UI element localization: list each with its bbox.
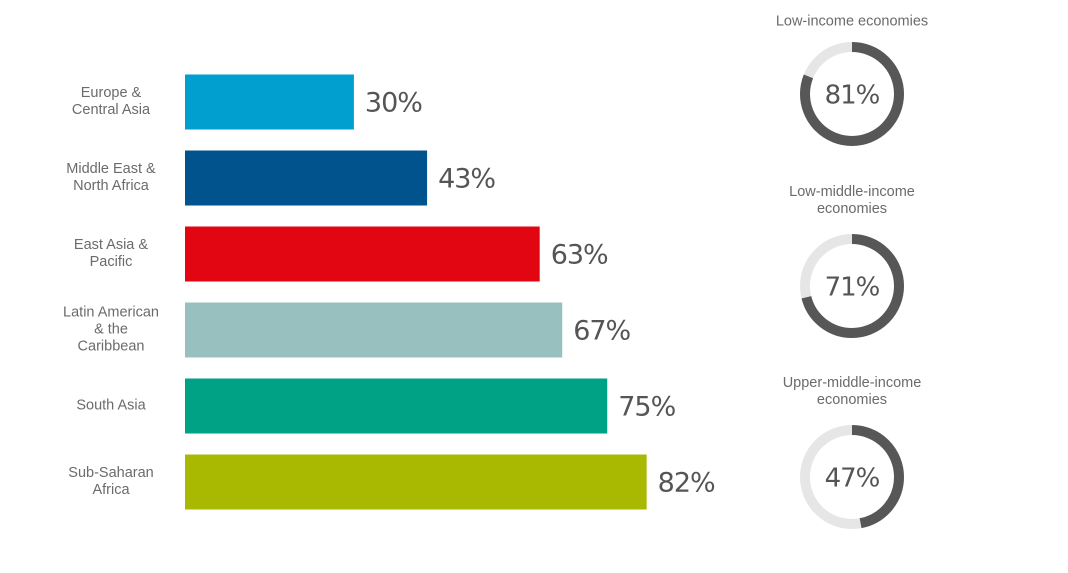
bar	[185, 150, 428, 206]
donut-title: Low-middle-income economies	[789, 184, 915, 217]
value-label: 30%	[365, 88, 422, 119]
bar	[185, 74, 354, 130]
donut-title: Low-income economies	[775, 13, 929, 30]
donut-value-label: 47%	[825, 464, 880, 494]
category-label: Europe & Central Asia	[71, 85, 151, 118]
donut-title: Upper-middle-income economies	[782, 375, 922, 408]
value-label: 67%	[573, 316, 630, 347]
value-label: 82%	[658, 468, 715, 499]
category-label: East Asia & Pacific	[73, 237, 149, 270]
bar	[185, 226, 540, 282]
bar	[185, 454, 647, 510]
donut-arc	[800, 425, 904, 529]
category-label: Latin American & the Caribbean	[63, 304, 159, 355]
value-label: 75%	[618, 392, 675, 423]
donut-value-label: 71%	[825, 273, 880, 303]
donut-value-label: 81%	[825, 81, 880, 111]
category-label: Middle East & North Africa	[66, 161, 156, 194]
bar	[185, 302, 563, 358]
donut-arc	[800, 42, 904, 146]
value-label: 43%	[438, 164, 495, 195]
category-label: Sub-Saharan Africa	[68, 465, 154, 498]
donut-arc	[800, 234, 904, 338]
value-label: 63%	[551, 240, 608, 271]
bar	[185, 378, 608, 434]
category-label: South Asia	[76, 397, 146, 414]
